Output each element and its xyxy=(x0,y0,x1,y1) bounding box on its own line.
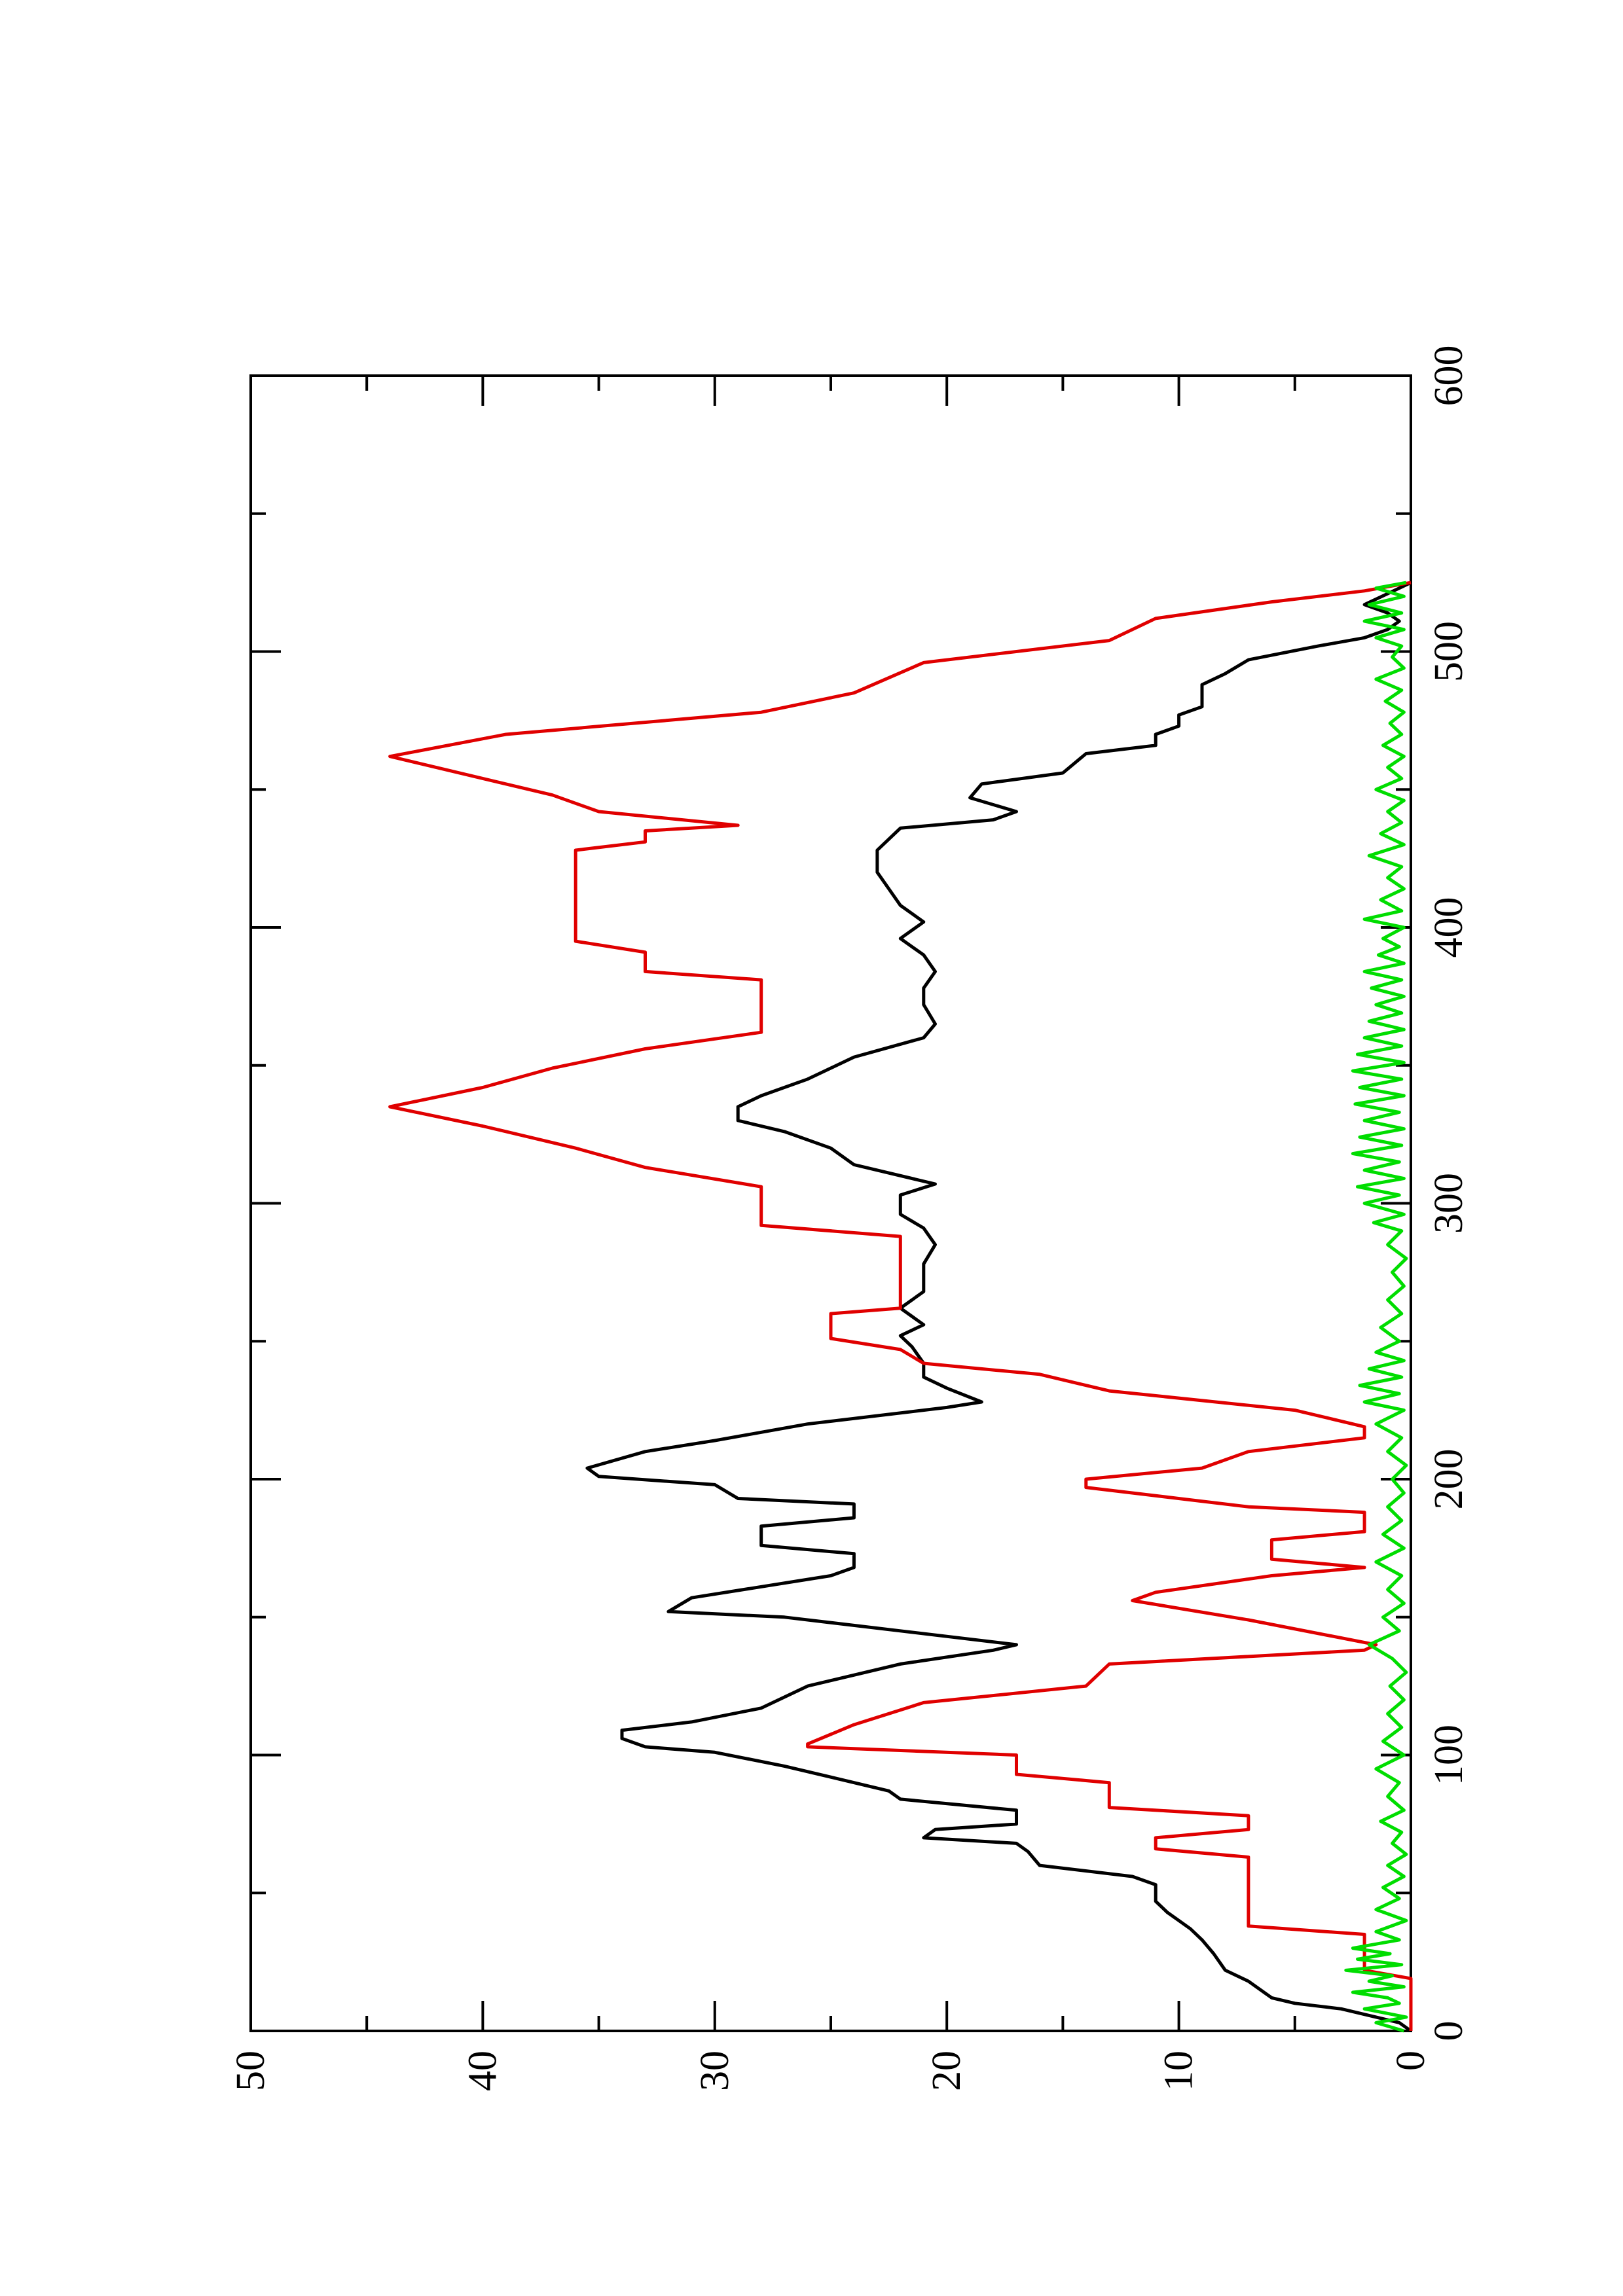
series-line-2 xyxy=(388,581,1413,2031)
y-tick-label: 0 xyxy=(1389,2051,1433,2071)
y-tick-label: 10 xyxy=(1157,2051,1201,2091)
x-tick-label: 400 xyxy=(1427,897,1471,958)
x-tick-label: 100 xyxy=(1427,1725,1471,1785)
x-tick-label: 600 xyxy=(1427,346,1471,406)
series-line-1 xyxy=(585,581,1412,2033)
y-tick-label: 30 xyxy=(693,2051,737,2091)
plot-frame xyxy=(249,374,1412,2032)
x-tick-label: 500 xyxy=(1427,621,1471,682)
plot-area: 0 100 200 300 400 500 600 0 10 20 30 40 50 xyxy=(228,346,1471,2092)
y-tick-label: 20 xyxy=(924,2051,969,2091)
x-tick-label: 300 xyxy=(1427,1173,1471,1234)
x-tick-label: 0 xyxy=(1427,2021,1471,2041)
x-tick-label: 200 xyxy=(1427,1449,1471,1510)
series-line-3 xyxy=(1344,581,1408,2033)
y-tick-label: 40 xyxy=(460,2051,505,2091)
y-tick-label: 50 xyxy=(228,2051,273,2091)
